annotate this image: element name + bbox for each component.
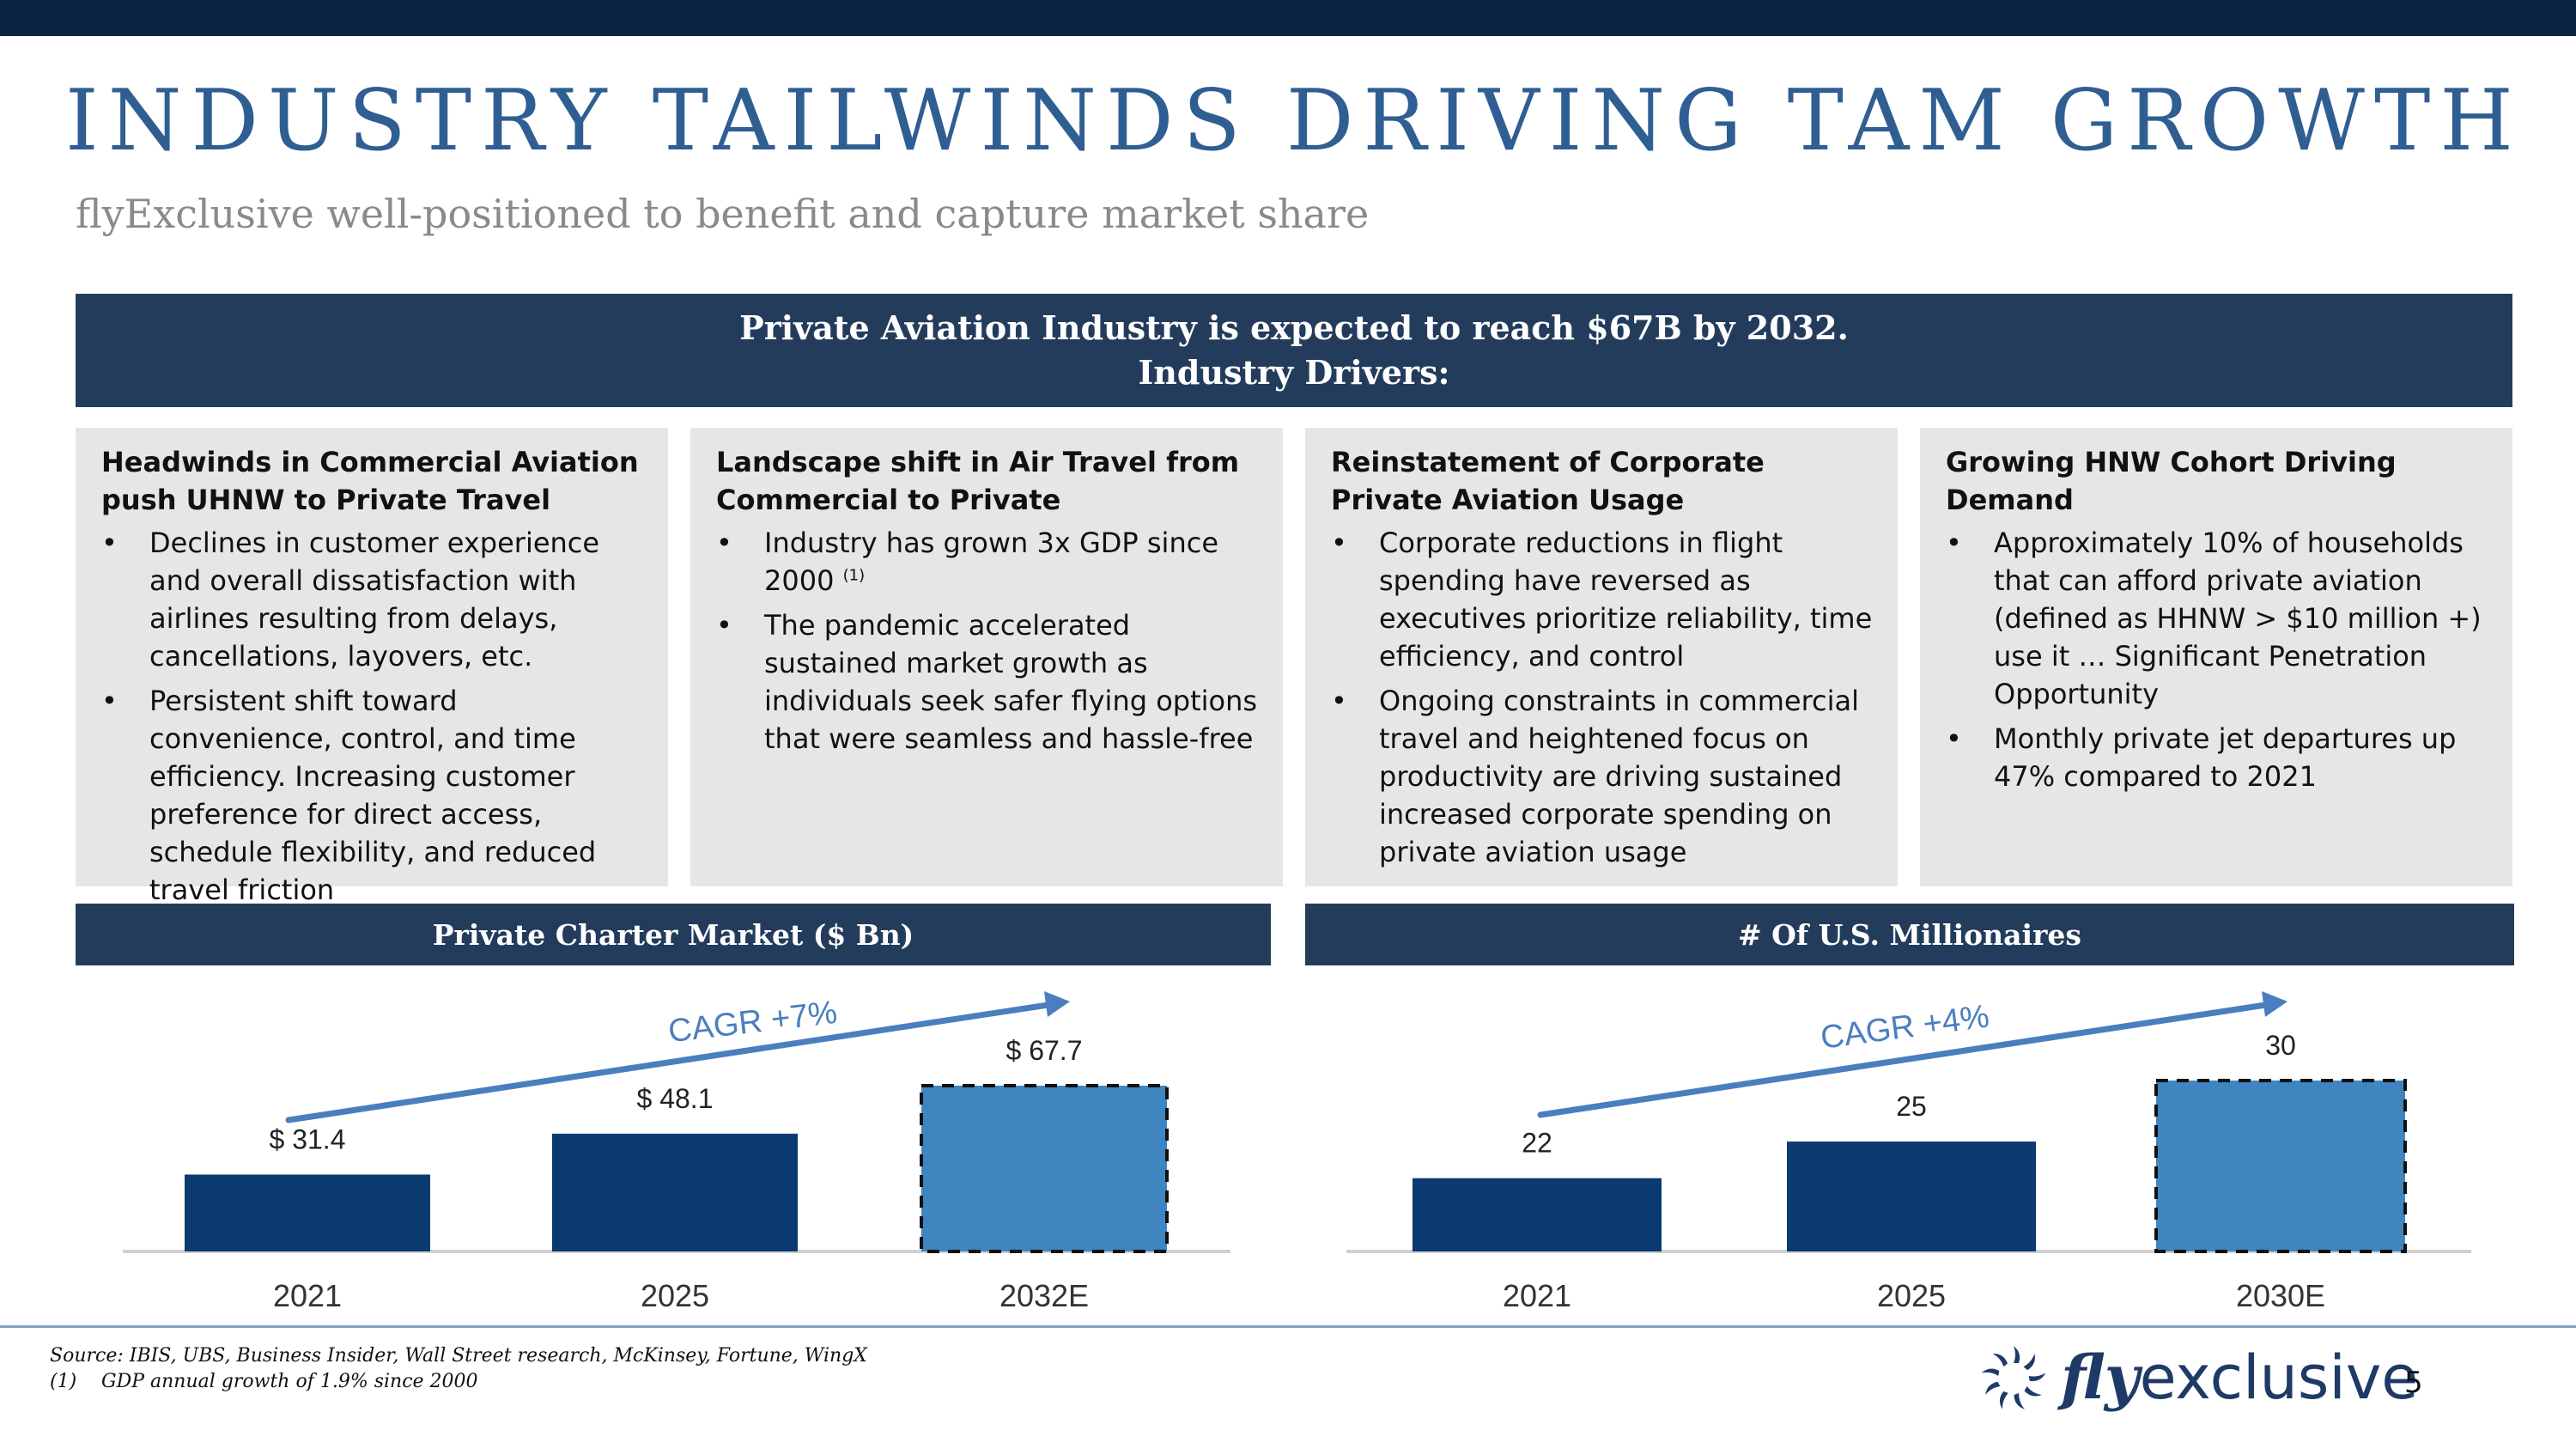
card-title: Growing HNW Cohort Driving Demand <box>1946 446 2397 516</box>
logo-wordmark: flyexclusive <box>2061 1342 2418 1413</box>
data-label: $ 31.4 <box>270 1123 346 1154</box>
driver-card-commercial-headwinds: Headwinds in Commercial Aviation push UH… <box>76 428 668 906</box>
bullet-item: Industry has grown 3x GDP since 2000 (1) <box>716 524 1259 600</box>
chart-header-charter-market: Private Charter Market ($ Bn) <box>76 904 1271 965</box>
bullet-list: Industry has grown 3x GDP since 2000 (1)… <box>716 524 1259 758</box>
footer-divider <box>0 1325 2576 1328</box>
flyexclusive-logo: flyexclusive <box>1975 1340 2418 1417</box>
logo-swirl-icon <box>1981 1346 2046 1409</box>
footnote-text: GDP annual growth of 1.9% since 2000 <box>101 1371 478 1392</box>
data-label: $ 67.7 <box>1006 1035 1083 1066</box>
driver-card-corporate-usage: Reinstatement of Corporate Private Aviat… <box>1305 428 1898 886</box>
chart-header-millionaires: # Of U.S. Millionaires <box>1305 904 2514 965</box>
source-line: Source: IBIS, UBS, Business Insider, Wal… <box>50 1345 867 1367</box>
bullet-list: Corporate reductions in flight spending … <box>1331 524 1874 871</box>
cagr-arrowhead-icon <box>1044 991 1070 1017</box>
bullet-list: Approximately 10% of households that can… <box>1946 524 2488 795</box>
data-label: 30 <box>2265 1030 2296 1061</box>
data-label: 22 <box>1522 1128 1552 1159</box>
bar <box>552 1133 798 1251</box>
bullet-item: Corporate reductions in flight spending … <box>1331 524 1874 675</box>
bar <box>1787 1142 2036 1251</box>
driver-card-landscape-shift: Landscape shift in Air Travel from Comme… <box>690 428 1283 886</box>
footnote-line: (1) GDP annual growth of 1.9% since 2000 <box>50 1369 867 1395</box>
top-bar <box>0 0 2576 36</box>
x-tick-label: 2021 <box>273 1278 342 1313</box>
bar <box>920 1084 1169 1253</box>
bar <box>185 1174 430 1251</box>
banner-headline: Private Aviation Industry is expected to… <box>739 308 1849 347</box>
cagr-arrow-line <box>1537 1002 2272 1118</box>
driver-card-hnw-cohort: Growing HNW Cohort Driving Demand Approx… <box>1920 428 2512 886</box>
page-title: INDUSTRY TAILWINDS DRIVING TAM GROWTH <box>65 72 2523 170</box>
bullet-item: Persistent shift toward convenience, con… <box>101 682 644 909</box>
card-title: Reinstatement of Corporate Private Aviat… <box>1331 446 1765 516</box>
x-tick-label: 2025 <box>1877 1278 1946 1313</box>
footnote-marker: (1) <box>50 1371 77 1392</box>
bullet-item: Ongoing constraints in commercial travel… <box>1331 682 1874 871</box>
bar <box>2154 1079 2407 1253</box>
banner-subheadline: Industry Drivers: <box>1138 353 1450 392</box>
bullet-item: Declines in customer experience and over… <box>101 524 644 675</box>
cagr-arrow-line <box>285 1002 1054 1123</box>
x-tick-label: 2025 <box>641 1278 709 1313</box>
footnote-marker: (1) <box>842 566 866 585</box>
x-tick-label: 2030E <box>2236 1278 2325 1313</box>
data-label: $ 48.1 <box>637 1083 714 1114</box>
page-number: 5 <box>2404 1366 2423 1400</box>
industry-banner: Private Aviation Industry is expected to… <box>76 294 2512 407</box>
bar <box>1413 1178 1662 1251</box>
data-label: 25 <box>1896 1091 1927 1122</box>
logo-exclusive: exclusive <box>2139 1342 2419 1413</box>
x-tick-label: 2021 <box>1503 1278 1571 1313</box>
bullet-list: Declines in customer experience and over… <box>101 524 644 909</box>
bullet-item: The pandemic accelerated sustained marke… <box>716 606 1259 758</box>
card-title: Headwinds in Commercial Aviation push UH… <box>101 446 639 516</box>
bullet-item: Approximately 10% of households that can… <box>1946 524 2488 713</box>
cagr-arrowhead-icon <box>2262 991 2287 1017</box>
source-notes: Source: IBIS, UBS, Business Insider, Wal… <box>50 1343 867 1395</box>
x-tick-label: 2032E <box>999 1278 1089 1313</box>
bullet-item: Monthly private jet departures up 47% co… <box>1946 720 2488 795</box>
logo-fly: fly <box>2061 1342 2140 1413</box>
card-title: Landscape shift in Air Travel from Comme… <box>716 446 1240 516</box>
bullet-text: Industry has grown 3x GDP since 2000 <box>764 527 1218 597</box>
page-subtitle: flyExclusive well-positioned to benefit … <box>76 191 1370 237</box>
